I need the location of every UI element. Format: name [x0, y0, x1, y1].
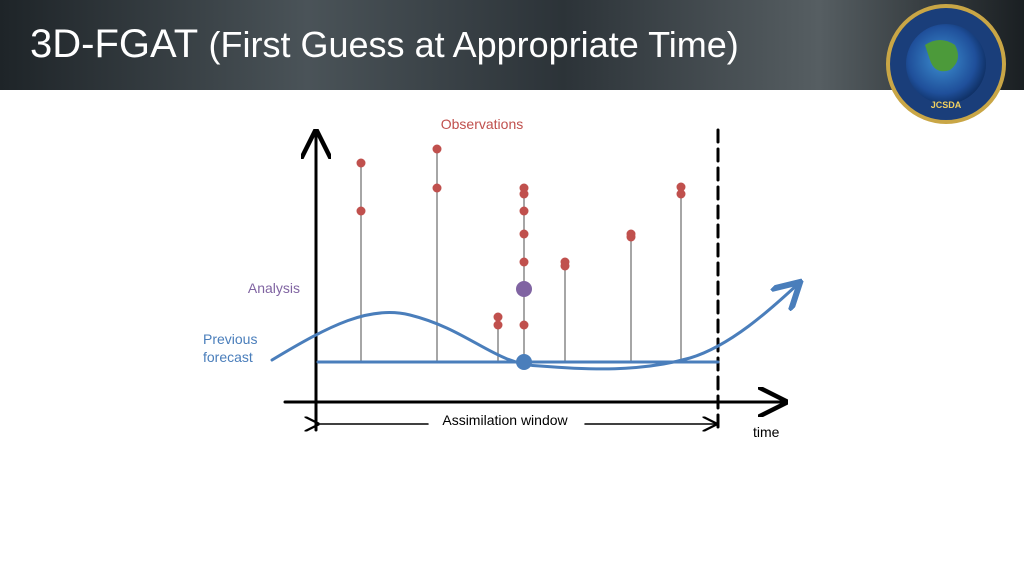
time-label: time [753, 424, 780, 440]
window-label: Assimilation window [442, 412, 568, 428]
analysis-label: Analysis [248, 280, 300, 296]
observations-label: Observations [441, 116, 523, 132]
title-sub: (First Guess at Appropriate Time) [209, 24, 739, 65]
previous-forecast-label: Previous [203, 331, 257, 347]
logo-text: JCSDA [931, 100, 962, 110]
title: 3D-FGAT (First Guess at Appropriate Time… [30, 22, 739, 66]
logo: JCSDA [886, 4, 1006, 124]
title-main: 3D-FGAT [30, 22, 198, 66]
previous-forecast-label: forecast [203, 349, 253, 365]
title-bar [0, 0, 1024, 90]
diagram [270, 128, 798, 434]
